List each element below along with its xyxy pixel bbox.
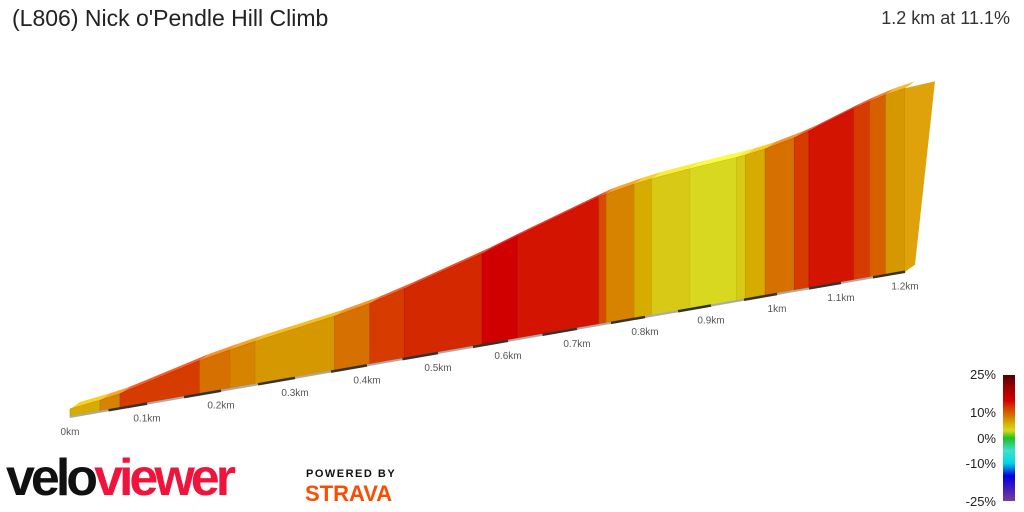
segment-front-11 — [598, 193, 607, 326]
logo-velo-text: velo — [6, 449, 98, 507]
segment-top-23 — [885, 81, 915, 95]
x-tick-label: 1.1km — [827, 293, 854, 304]
x-tick-label: 0km — [61, 427, 80, 438]
segment-front-10 — [516, 196, 600, 340]
segment-front-20 — [808, 108, 855, 289]
axis-tick-band — [808, 281, 842, 290]
segment-top-17 — [745, 141, 776, 156]
axis-tick-band — [257, 376, 296, 386]
segment-front-4 — [229, 341, 256, 390]
segment-top-18 — [765, 130, 805, 149]
x-tick-label: 0.8km — [631, 327, 658, 338]
x-tick-label: 0.6km — [494, 351, 521, 362]
segment-top-2 — [120, 353, 210, 394]
x-tick-label: 0.5km — [424, 363, 451, 374]
x-tick-label: 1.2km — [891, 282, 918, 293]
x-tick-label: 0.2km — [207, 401, 234, 412]
segment-top-12 — [606, 177, 645, 195]
axis-tick-band — [183, 389, 222, 399]
segment-front-9 — [481, 235, 518, 346]
axis-tick-band — [402, 351, 439, 361]
segment-front-14 — [651, 168, 691, 317]
segment-front-21 — [853, 100, 871, 282]
segment-top-5 — [255, 309, 345, 342]
segment-front-13 — [633, 178, 652, 320]
segment-top-4 — [229, 334, 266, 350]
axis-tick-band — [872, 270, 906, 279]
segment-top-6 — [334, 296, 380, 317]
x-tick-label: 0.3km — [281, 388, 308, 399]
legend-label-10: 10% — [969, 405, 996, 420]
segment-top-1 — [100, 386, 131, 401]
segment-top-13 — [634, 171, 662, 185]
x-tick-label: 0.7km — [563, 339, 590, 350]
axis-tick-band — [472, 339, 509, 349]
segment-front-22 — [869, 94, 887, 279]
segment-top-3 — [199, 342, 240, 361]
legend-label-minus10: -10% — [965, 456, 996, 471]
x-tick-label: 1km — [768, 304, 787, 315]
x-tick-label: 0.4km — [353, 375, 380, 386]
page-title: (L806) Nick o'Pendle Hill Climb — [12, 5, 329, 31]
segment-front-18 — [764, 137, 795, 297]
segment-top-21 — [853, 94, 880, 109]
segment-top-22 — [869, 87, 896, 102]
axis-tick-band — [108, 402, 148, 412]
segment-top-19 — [794, 124, 819, 138]
strava-logo[interactable]: STRAVA — [305, 481, 393, 506]
axis-tick-band — [610, 315, 646, 325]
legend-label-25: 25% — [969, 367, 996, 382]
legend-label-0: 0% — [977, 431, 996, 446]
segment-top-14 — [651, 161, 700, 179]
segment-top-15 — [689, 150, 747, 169]
segment-top-16 — [736, 148, 756, 158]
segment-top-8 — [404, 246, 493, 289]
segment-top-20 — [809, 101, 864, 132]
gradient-colorbar — [1003, 375, 1015, 501]
segment-top-9 — [482, 229, 527, 254]
segment-front-15 — [689, 156, 738, 310]
segment-top-0 — [70, 393, 111, 409]
segment-top-7 — [369, 281, 415, 304]
x-tick-label: 0.1km — [133, 414, 160, 425]
segment-front-23 — [885, 87, 906, 276]
segment-end-face — [905, 81, 935, 272]
segment-front-12 — [605, 183, 635, 325]
segment-top-11 — [598, 187, 617, 198]
segment-top-10 — [516, 190, 609, 237]
logo-viewer-text: viewer — [94, 449, 236, 507]
veloviewer-logo[interactable]: veloviewer — [6, 449, 236, 507]
axis-tick-band — [542, 327, 578, 337]
axis-tick-band — [743, 292, 778, 301]
segment-front-16 — [736, 154, 746, 302]
segment-front-19 — [793, 130, 810, 292]
legend-label-minus25: -25% — [965, 494, 996, 509]
axis-tick-band — [330, 364, 368, 373]
axis-tick-band — [677, 304, 712, 313]
climb-summary: 1.2 km at 11.1% — [881, 8, 1010, 28]
segment-front-17 — [745, 148, 766, 300]
powered-by-text: POWERED BY — [306, 468, 397, 480]
x-tick-label: 0.9km — [697, 315, 724, 326]
